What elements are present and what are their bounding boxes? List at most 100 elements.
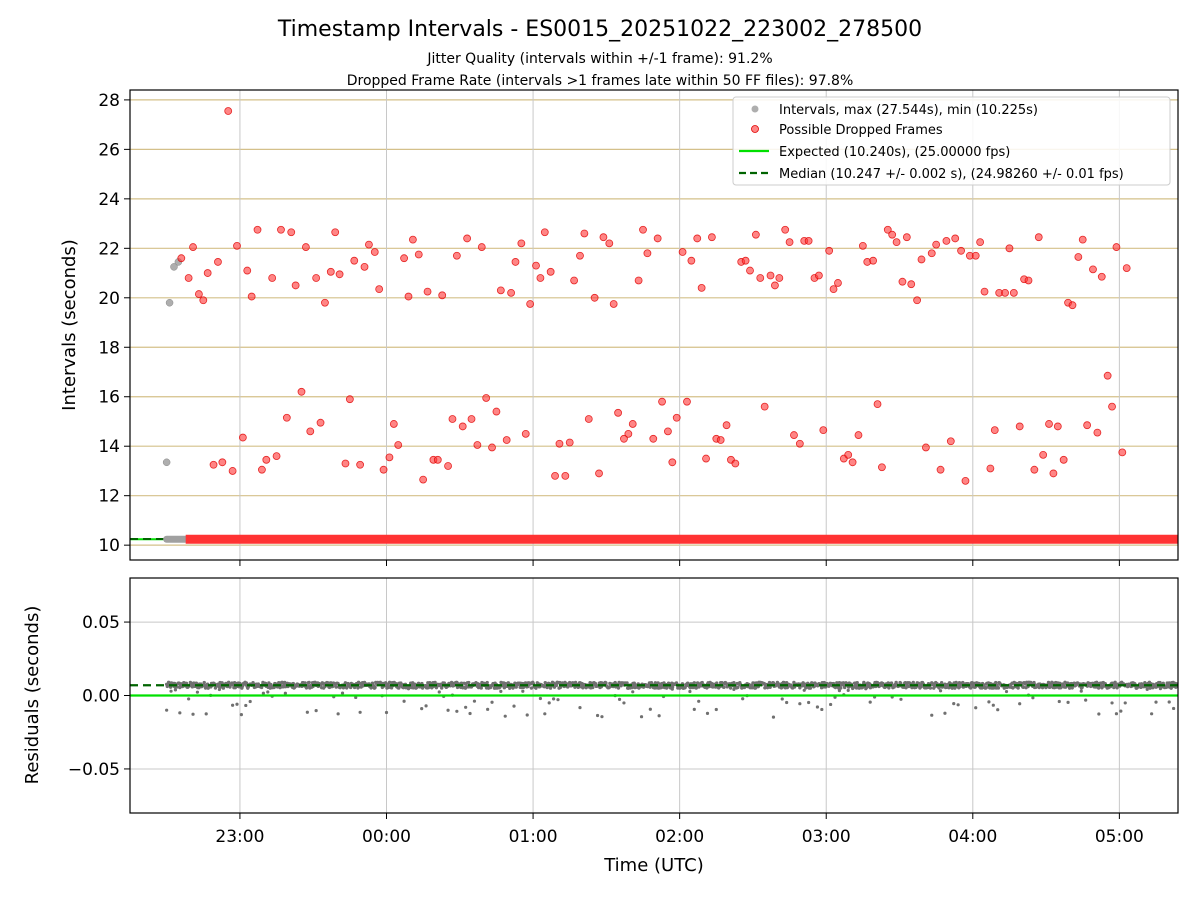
dropped-frame-point xyxy=(262,455,271,464)
residual-point xyxy=(558,685,563,690)
dropped-frame-point xyxy=(898,277,907,286)
residual-outlier-point xyxy=(771,715,776,719)
residual-point xyxy=(459,681,464,685)
residual-point xyxy=(356,686,360,690)
top-y-tick-label: 14 xyxy=(98,437,120,457)
residual-point xyxy=(839,686,843,690)
residual-outlier-point xyxy=(1057,699,1061,704)
dropped-frame-point xyxy=(1005,244,1014,253)
dropped-frame-point xyxy=(379,465,388,474)
residual-outlier-point xyxy=(468,711,472,716)
residual-outlier-point xyxy=(820,707,824,712)
legend-entry: Expected (10.240s), (25.00000 fps) xyxy=(779,145,1010,160)
residual-point xyxy=(467,680,471,685)
dropped-frame-point xyxy=(957,246,965,255)
residual-outlier-point xyxy=(455,709,459,713)
dropped-frame-point xyxy=(177,254,186,263)
dropped-frame-point xyxy=(1009,288,1018,297)
residual-point xyxy=(545,685,549,690)
residual-outlier-point xyxy=(437,690,441,694)
dropped-frame-point xyxy=(306,427,315,436)
dropped-frame-point xyxy=(814,271,823,280)
bottom-axes: −0.05 0.00 0.05 23:00 00:00 01:00 02:00 03:00 04… xyxy=(68,577,1179,847)
dropped-frame-point xyxy=(477,243,486,251)
dropped-frame-point xyxy=(400,254,408,263)
top-y-tick-label: 10 xyxy=(98,536,120,556)
residual-outlier-point xyxy=(340,691,345,695)
residual-point xyxy=(221,686,226,690)
residual-point xyxy=(996,686,1001,690)
residual-outlier-point xyxy=(851,686,855,691)
top-y-axis-label: Intervals (seconds) xyxy=(59,239,80,411)
dropped-frame-point xyxy=(458,422,467,431)
dropped-frame-point xyxy=(741,256,750,265)
dropped-frame-point xyxy=(517,239,526,248)
residual-outlier-point xyxy=(1145,687,1149,691)
dropped-frame-point xyxy=(258,465,266,474)
residual-outlier-point xyxy=(705,711,710,715)
dropped-frame-point xyxy=(1053,422,1062,431)
residual-outlier-point xyxy=(305,710,309,714)
dropped-frame-point xyxy=(1049,469,1058,478)
residual-outlier-point xyxy=(714,707,718,712)
dropped-frame-point xyxy=(790,431,798,439)
residual-outlier-point xyxy=(384,710,389,715)
dropped-frame-point xyxy=(858,241,867,250)
residual-outlier-point xyxy=(1158,687,1163,691)
residual-point xyxy=(576,685,580,690)
legend-dropped-marker xyxy=(751,125,759,133)
residual-outlier-point xyxy=(1114,712,1119,716)
dropped-frame-point xyxy=(590,293,599,302)
residual-point xyxy=(401,685,406,690)
dropped-frame-point xyxy=(502,436,511,444)
residual-point xyxy=(426,685,431,690)
residual-outlier-point xyxy=(1110,701,1114,705)
residual-outlier-point xyxy=(406,687,411,691)
dropped-frame-point xyxy=(301,243,310,251)
dropped-frame-point xyxy=(536,274,545,282)
dropped-frame-point xyxy=(902,233,911,242)
residual-outlier-point xyxy=(1004,689,1009,694)
dropped-frame-point xyxy=(394,441,403,449)
dropped-frame-point xyxy=(913,296,921,305)
residual-point xyxy=(213,686,218,690)
dropped-frame-point xyxy=(971,251,980,260)
dropped-frame-point xyxy=(936,465,945,474)
residual-outlier-point xyxy=(785,700,789,705)
residual-outlier-point xyxy=(239,713,243,717)
residual-outlier-point xyxy=(248,699,252,704)
legend-entry: Intervals, max (27.544s), min (10.225s) xyxy=(779,103,1038,118)
residual-outlier-point xyxy=(464,705,468,709)
dropped-frame-point xyxy=(678,248,687,256)
residual-outlier-point xyxy=(815,705,820,709)
dropped-frame-point xyxy=(1068,301,1077,310)
residual-point xyxy=(604,681,608,685)
residual-outlier-point xyxy=(780,697,784,701)
dropped-frame-point xyxy=(291,281,300,290)
dropped-frame-point xyxy=(986,464,995,473)
residual-outlier-point xyxy=(798,702,802,706)
dropped-frame-point xyxy=(1024,276,1033,285)
residual-point xyxy=(808,686,813,690)
residual-point xyxy=(904,685,908,690)
residual-outlier-point xyxy=(938,689,943,693)
dropped-frame-point xyxy=(990,426,999,435)
dropped-frame-point xyxy=(321,298,329,307)
residual-outlier-point xyxy=(217,687,222,692)
residual-outlier-point xyxy=(424,704,428,708)
dropped-frame-point xyxy=(605,239,614,248)
dropped-frame-point xyxy=(540,228,549,237)
residual-point xyxy=(1070,686,1074,690)
dropped-frame-point xyxy=(1112,243,1121,251)
residual-outlier-point xyxy=(420,707,424,711)
residual-point xyxy=(439,686,444,690)
residual-outlier-point xyxy=(670,687,674,691)
dropped-frame-point xyxy=(760,402,769,411)
residual-outlier-point xyxy=(336,712,340,716)
dropped-frame-point xyxy=(209,460,218,469)
x-tick-label: 05:00 xyxy=(1095,827,1144,847)
dropped-frame-point xyxy=(1122,264,1131,273)
interval-point xyxy=(162,458,171,467)
dropped-frame-point xyxy=(1074,253,1083,261)
